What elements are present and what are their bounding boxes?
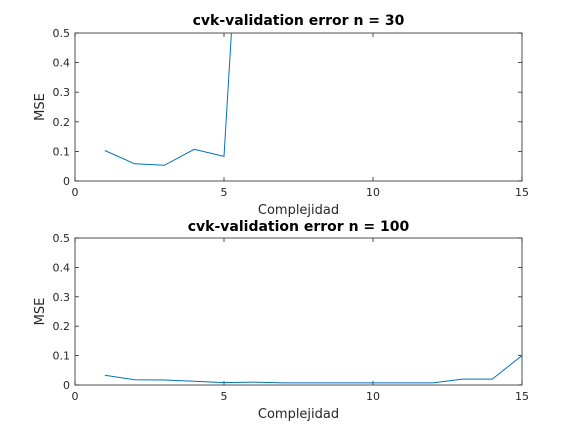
- axis-ticks: 0 5 10 15 0 0.1 0.2 0.3 0.4 0.5: [53, 27, 530, 199]
- x-tick-label: 0: [72, 186, 79, 199]
- y-tick-label: 0: [63, 175, 70, 188]
- x-tick-label: 5: [221, 390, 228, 403]
- y-tick-label: 0.4: [53, 57, 71, 70]
- y-tick-label: 0.4: [53, 261, 71, 274]
- y-tick-label: 0.1: [53, 145, 71, 158]
- y-tick-label: 0: [63, 379, 70, 392]
- y-axis-label: MSE: [33, 93, 48, 121]
- y-tick-label: 0.2: [53, 320, 71, 333]
- x-tick-label: 10: [366, 390, 380, 403]
- x-tick-label: 15: [515, 390, 529, 403]
- x-axis-label: Complejidad: [258, 203, 339, 218]
- y-axis-label: MSE: [33, 298, 48, 326]
- x-tick-label: 10: [366, 186, 380, 199]
- y-tick-label: 0.3: [53, 86, 71, 99]
- x-tick-label: 15: [515, 186, 529, 199]
- x-tick-label: 5: [221, 186, 228, 199]
- axis-ticks: 0 5 10 15 0 0.1 0.2 0.3 0.4 0.5: [53, 232, 530, 403]
- subplot-n30: cvk-validation error n = 30 Complejidad …: [33, 13, 529, 218]
- y-tick-label: 0.1: [53, 350, 71, 363]
- y-tick-label: 0.2: [53, 116, 71, 129]
- series-line: [104, 32, 232, 166]
- y-tick-label: 0.3: [53, 291, 71, 304]
- x-axis-label: Complejidad: [258, 407, 339, 422]
- axes-frame: [74, 237, 523, 386]
- series-line: [104, 355, 523, 384]
- subplot-n100: cvk-validation error n = 100 Complejidad…: [33, 219, 529, 422]
- y-tick-label: 0.5: [53, 232, 71, 245]
- chart-title: cvk-validation error n = 100: [188, 219, 410, 235]
- chart-title: cvk-validation error n = 30: [193, 13, 405, 29]
- axes-frame: [74, 32, 523, 182]
- y-tick-label: 0.5: [53, 27, 71, 40]
- x-tick-label: 0: [72, 390, 79, 403]
